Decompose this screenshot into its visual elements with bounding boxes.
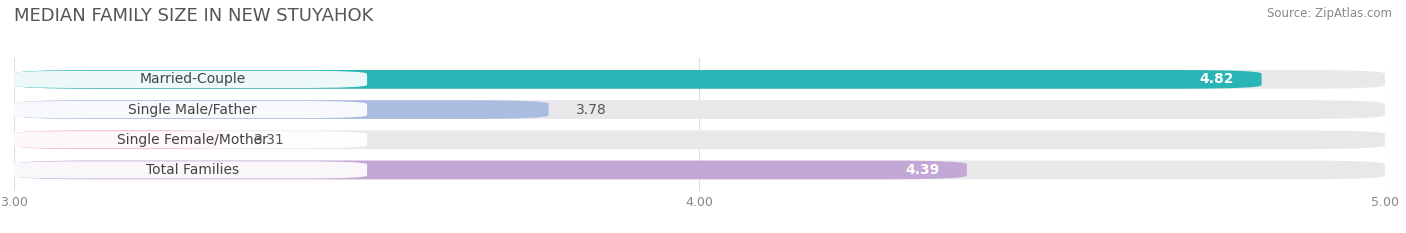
Text: 3.31: 3.31 [254, 133, 284, 147]
Text: Total Families: Total Families [146, 163, 239, 177]
FancyBboxPatch shape [14, 161, 967, 179]
FancyBboxPatch shape [14, 100, 548, 119]
Text: Source: ZipAtlas.com: Source: ZipAtlas.com [1267, 7, 1392, 20]
FancyBboxPatch shape [14, 130, 226, 149]
FancyBboxPatch shape [11, 161, 367, 178]
FancyBboxPatch shape [14, 130, 1385, 149]
FancyBboxPatch shape [11, 101, 367, 118]
FancyBboxPatch shape [14, 70, 1261, 89]
FancyBboxPatch shape [11, 71, 367, 88]
Text: 4.39: 4.39 [905, 163, 939, 177]
FancyBboxPatch shape [11, 131, 367, 148]
Text: Single Female/Mother: Single Female/Mother [117, 133, 267, 147]
Text: 3.78: 3.78 [576, 103, 607, 116]
Text: 4.82: 4.82 [1199, 72, 1234, 86]
FancyBboxPatch shape [14, 100, 1385, 119]
FancyBboxPatch shape [14, 161, 1385, 179]
Text: Married-Couple: Married-Couple [139, 72, 246, 86]
FancyBboxPatch shape [14, 70, 1385, 89]
Text: Single Male/Father: Single Male/Father [128, 103, 256, 116]
Text: MEDIAN FAMILY SIZE IN NEW STUYAHOK: MEDIAN FAMILY SIZE IN NEW STUYAHOK [14, 7, 374, 25]
